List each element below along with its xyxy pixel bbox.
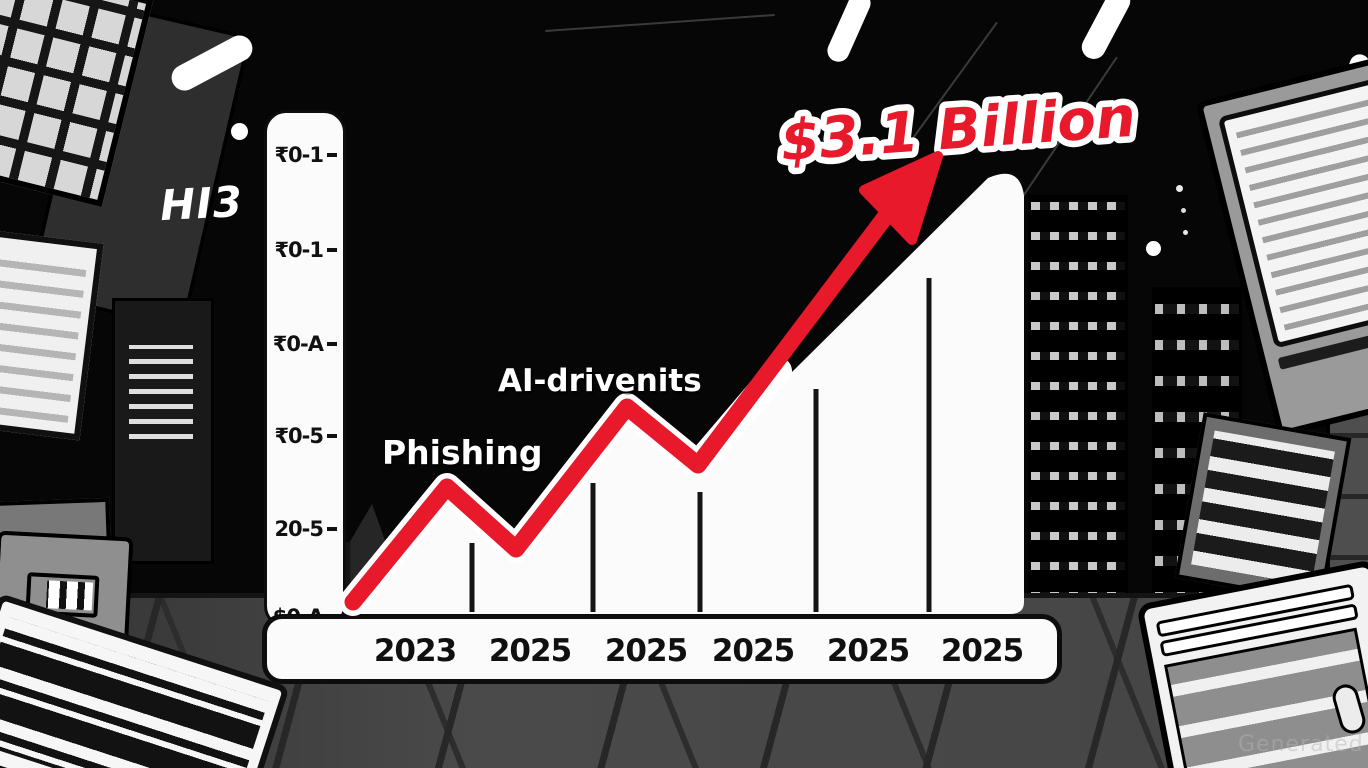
y-axis-row: ₹0-5 — [274, 422, 337, 450]
trend-line — [344, 207, 895, 611]
y-tick-mark — [327, 434, 337, 438]
x-tick-label: 2025 — [488, 633, 572, 669]
y-tick-label: ₹0-1 — [274, 143, 324, 167]
y-axis-row: ₹0-A — [273, 330, 337, 358]
series-label-ai-driven: AI-drivenits — [498, 363, 702, 399]
y-tick-label: ₹0-1 — [274, 238, 324, 262]
x-tick-label: 2025 — [711, 633, 795, 669]
server-tower — [112, 298, 214, 564]
moon-and-star-specks — [1146, 241, 1161, 256]
y-tick-mark — [327, 342, 337, 346]
x-axis-panel: 2023 2025 2025 2025 2025 2025 — [262, 614, 1062, 684]
y-axis-row: ₹0-1 — [274, 141, 337, 169]
x-tick-label: 2023 — [373, 633, 457, 669]
y-tick-mark — [327, 248, 337, 252]
y-tick-mark — [327, 153, 337, 157]
y-axis-row: ₹0-1 — [274, 236, 337, 264]
x-tick-label: 2025 — [604, 633, 688, 669]
y-axis-row: 20-5 — [274, 515, 337, 543]
y-tick-mark — [327, 527, 337, 531]
y-tick-label: ₹0-A — [272, 332, 324, 356]
city-building-lit-windows — [1028, 195, 1128, 603]
x-tick-label: 2025 — [826, 633, 910, 669]
arrow-head-icon — [859, 151, 943, 245]
area-fill — [350, 173, 1024, 614]
light-dot — [231, 123, 248, 140]
y-tick-label: ₹0-5 — [274, 424, 324, 448]
generated-watermark: Generated — [1238, 732, 1364, 757]
y-tick-label: 20-5 — [274, 517, 324, 541]
x-tick-label: 2025 — [940, 633, 1024, 669]
server-vents — [129, 345, 193, 439]
series-label-phishing: Phishing — [382, 433, 543, 472]
